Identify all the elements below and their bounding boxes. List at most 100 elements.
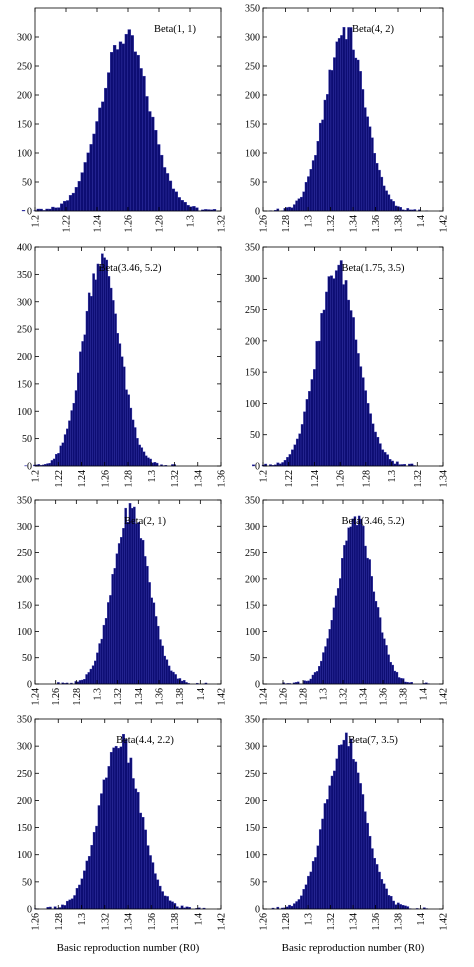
histogram-bar bbox=[311, 861, 315, 910]
histogram-bar bbox=[157, 144, 161, 212]
histogram-bar bbox=[96, 652, 99, 685]
histogram-bar bbox=[117, 543, 121, 685]
histogram-bar bbox=[303, 411, 307, 467]
histogram-bar bbox=[387, 194, 391, 212]
x-tick-label: 1.24 bbox=[259, 688, 270, 706]
histogram-bar bbox=[91, 665, 95, 685]
histogram-bar bbox=[399, 678, 403, 685]
histogram-bar bbox=[293, 444, 297, 467]
histogram-bar bbox=[89, 668, 93, 685]
histogram-bar bbox=[150, 597, 153, 685]
x-tick-label: 1.3 bbox=[319, 688, 330, 701]
plot-frame bbox=[262, 499, 444, 685]
histogram-bar bbox=[111, 574, 114, 685]
histogram-bar bbox=[300, 895, 303, 910]
histogram-bar bbox=[335, 41, 339, 212]
y-tick-label: 200 bbox=[245, 796, 260, 807]
x-tick-label: 1.32 bbox=[100, 913, 111, 931]
histogram-bar bbox=[303, 680, 306, 685]
y-tick-label: 200 bbox=[245, 574, 260, 585]
histogram-bar bbox=[133, 51, 137, 212]
histogram-bar bbox=[166, 896, 169, 910]
histogram-bar bbox=[129, 757, 133, 910]
x-tick-label: 1.3 bbox=[77, 913, 88, 926]
histogram-bar bbox=[135, 523, 138, 685]
histogram-bar bbox=[80, 172, 84, 212]
histogram-bar bbox=[395, 671, 399, 685]
histogram-bar bbox=[361, 794, 365, 910]
x-tick-label: 1.34 bbox=[124, 913, 135, 931]
histogram-bar bbox=[68, 899, 72, 910]
histogram-bar bbox=[389, 896, 393, 910]
x-tick-label: 1.3 bbox=[304, 215, 315, 228]
histogram-bar bbox=[161, 891, 164, 910]
histogram-bar bbox=[342, 27, 346, 212]
histogram-bar bbox=[285, 207, 289, 212]
x-tick-label: 1.38 bbox=[394, 913, 405, 931]
histogram-bar bbox=[96, 263, 100, 467]
histogram-bar bbox=[61, 442, 65, 467]
histogram-bar bbox=[375, 163, 379, 212]
histogram-bar bbox=[139, 68, 143, 212]
histogram-bar bbox=[114, 313, 117, 467]
x-tick-label: 1.34 bbox=[193, 470, 204, 488]
x-tick-label: 1.24 bbox=[310, 470, 321, 488]
histogram-bar bbox=[74, 187, 79, 212]
x-tick-label: 1.32 bbox=[217, 215, 228, 233]
histogram-bar bbox=[309, 678, 313, 685]
histogram-bar bbox=[316, 845, 320, 910]
histogram-bar bbox=[137, 522, 140, 685]
histogram-bar bbox=[72, 403, 76, 467]
histogram-bar bbox=[354, 761, 358, 910]
histogram-bar bbox=[104, 618, 108, 685]
histogram-bar bbox=[61, 904, 64, 910]
y-tick-label: 150 bbox=[245, 120, 260, 131]
x-tick-label: 1.36 bbox=[217, 470, 228, 488]
histogram-bar bbox=[342, 284, 346, 467]
histogram-bar bbox=[122, 366, 126, 467]
histogram-bar bbox=[335, 758, 339, 910]
histogram-bar bbox=[345, 540, 348, 685]
histogram-bar bbox=[159, 639, 162, 685]
histogram-bar bbox=[333, 57, 336, 212]
histogram-bar bbox=[361, 377, 365, 467]
x-tick-label: 1.28 bbox=[361, 470, 372, 488]
y-tick-label: 50 bbox=[250, 178, 260, 189]
histogram-bar bbox=[87, 672, 91, 685]
histogram-bar bbox=[134, 788, 138, 910]
histogram-bar bbox=[307, 875, 310, 910]
histogram-bar bbox=[359, 71, 362, 212]
histogram-bar bbox=[148, 582, 151, 685]
histogram-bar bbox=[183, 680, 186, 685]
histogram-bar bbox=[109, 595, 112, 685]
histogram-bar bbox=[109, 752, 113, 910]
x-tick-label: 1.36 bbox=[147, 913, 158, 931]
histogram-bar bbox=[21, 210, 26, 212]
x-tick-label: 1.36 bbox=[371, 215, 382, 233]
histogram-bar bbox=[314, 857, 317, 910]
histogram-bar bbox=[349, 27, 353, 212]
histogram-bar bbox=[142, 451, 146, 467]
histogram-panel-7: 0 50 100 150 200 250 300 350 1.26 1.28 1.3 1.32 1.34… bbox=[17, 715, 228, 955]
histogram-bar bbox=[136, 792, 140, 910]
y-tick-label: 100 bbox=[17, 149, 32, 160]
y-tick-label: 300 bbox=[17, 33, 32, 44]
histogram-bar bbox=[100, 638, 104, 685]
histogram-bar bbox=[347, 27, 351, 212]
histogram-bar bbox=[115, 49, 120, 212]
histogram-bar bbox=[313, 369, 316, 467]
x-tick-label: 1.28 bbox=[54, 913, 65, 931]
histogram-bar bbox=[51, 206, 55, 212]
histogram-bar bbox=[318, 122, 322, 212]
histogram-bar bbox=[347, 527, 350, 685]
y-tick-label: 150 bbox=[17, 120, 32, 131]
histogram-bar bbox=[363, 811, 367, 910]
histogram-bar bbox=[118, 343, 122, 467]
histogram-bar bbox=[83, 334, 87, 467]
y-tick-label: 350 bbox=[245, 243, 260, 254]
histogram-bar bbox=[297, 899, 301, 910]
histogram-bar bbox=[92, 273, 95, 467]
x-tick-label: 1.28 bbox=[281, 913, 292, 931]
histogram-bar bbox=[318, 666, 321, 685]
